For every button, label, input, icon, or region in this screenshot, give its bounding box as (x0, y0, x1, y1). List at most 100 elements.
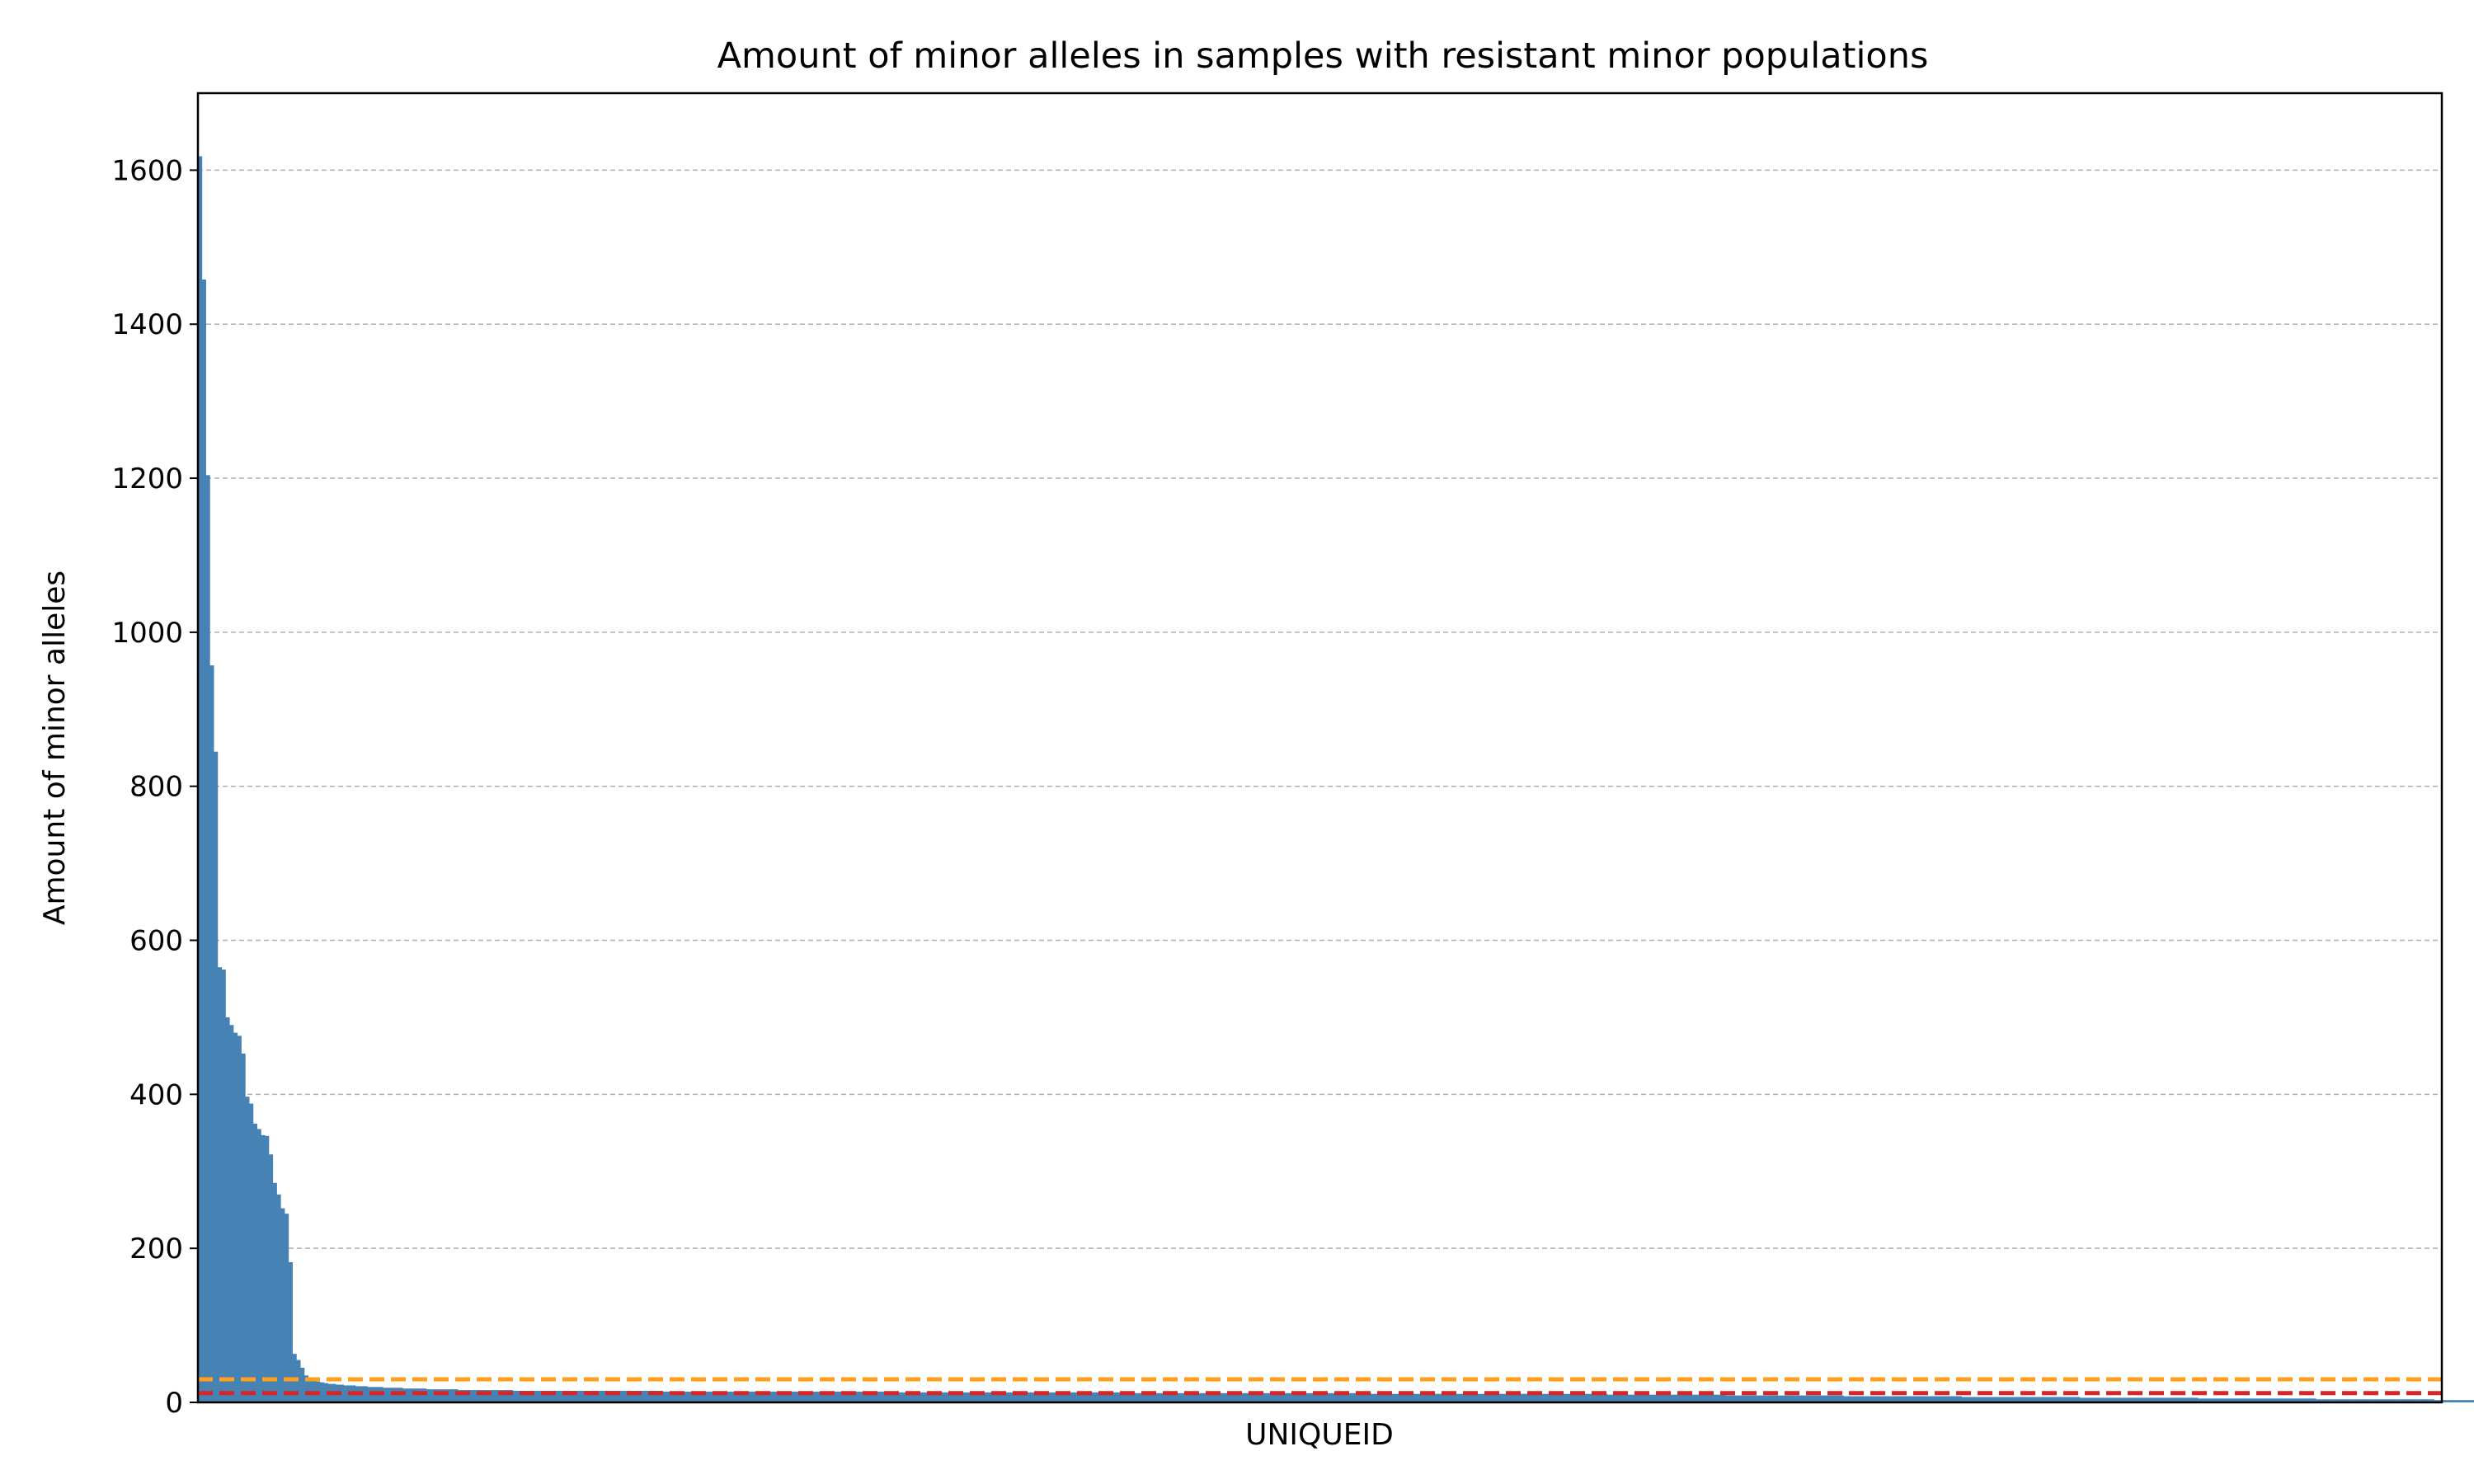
bar (1099, 1392, 1104, 1402)
bar (1418, 1393, 1423, 1402)
bar (1894, 1396, 1899, 1402)
bar (1244, 1392, 1249, 1402)
bar (1221, 1392, 1226, 1402)
bar (1528, 1393, 1533, 1402)
bar (280, 1208, 285, 1402)
bar (926, 1392, 931, 1402)
bar (1564, 1393, 1569, 1402)
y-axis-label: Amount of minor alleles (38, 571, 72, 925)
bar (1823, 1395, 1828, 1402)
bar (1819, 1395, 1824, 1402)
bar (214, 751, 219, 1402)
bar (1178, 1392, 1183, 1402)
bar (249, 1103, 254, 1402)
bar (654, 1390, 659, 1402)
bar (887, 1391, 891, 1402)
bar (1874, 1396, 1879, 1402)
bar (2114, 1397, 2119, 1402)
bar (1768, 1395, 1773, 1402)
bar (1701, 1394, 1706, 1402)
y-tick-label: 1000 (111, 617, 183, 650)
bar (209, 665, 214, 1402)
bar (1268, 1392, 1273, 1402)
bar (1300, 1392, 1305, 1402)
bar (2354, 1399, 2360, 1402)
bar (272, 1182, 277, 1402)
bar (760, 1391, 765, 1402)
bar (2205, 1398, 2210, 1402)
bar (1091, 1392, 1096, 1402)
bar (591, 1390, 596, 1402)
bar (1808, 1395, 1813, 1402)
bar (430, 1389, 435, 1402)
bar (2146, 1397, 2152, 1402)
bar (1591, 1393, 1597, 1402)
bar (1965, 1397, 1970, 1402)
bar (1867, 1396, 1872, 1402)
bar (611, 1390, 616, 1402)
bar (902, 1392, 907, 1402)
bar (898, 1392, 903, 1402)
bar (749, 1391, 754, 1402)
bar (772, 1391, 778, 1402)
bar (906, 1392, 911, 1402)
bar (2154, 1397, 2159, 1402)
bar (2252, 1398, 2258, 1402)
bar (426, 1389, 431, 1402)
bar (1024, 1392, 1029, 1402)
bar (914, 1392, 919, 1402)
bar (2036, 1397, 2041, 1402)
bar (1619, 1394, 1624, 1402)
bar (1186, 1392, 1191, 1402)
bar (788, 1391, 793, 1402)
bar (599, 1390, 604, 1402)
bar (1681, 1394, 1686, 1402)
bar (607, 1390, 612, 1402)
bar (1084, 1392, 1089, 1402)
bar (847, 1391, 852, 1402)
bar (851, 1391, 856, 1402)
bar (827, 1391, 832, 1402)
bar (1044, 1392, 1049, 1402)
bar (1843, 1396, 1848, 1402)
bar (2374, 1399, 2380, 1402)
bar (835, 1391, 840, 1402)
bar (1079, 1392, 1084, 1402)
bar (2249, 1398, 2254, 1402)
bar (1725, 1395, 1730, 1402)
bar (2056, 1397, 2061, 1402)
bar (2229, 1398, 2234, 1402)
bar (2099, 1397, 2104, 1402)
bar (2166, 1397, 2171, 1402)
bar (1162, 1392, 1167, 1402)
bar (2296, 1398, 2301, 1402)
bar (1260, 1392, 1266, 1402)
bar (1009, 1392, 1014, 1402)
bar (1174, 1392, 1179, 1402)
bar (2091, 1397, 2096, 1402)
bar (205, 475, 210, 1403)
bar (603, 1390, 608, 1402)
bar (1272, 1392, 1277, 1402)
bar (2316, 1399, 2321, 1402)
bar (1028, 1392, 1033, 1402)
bar (509, 1390, 514, 1402)
y-tick-label: 800 (129, 771, 183, 804)
bar (1903, 1396, 1907, 1402)
bar (414, 1388, 419, 1402)
bar (532, 1390, 537, 1402)
bar (1548, 1393, 1553, 1402)
bar (2307, 1398, 2312, 1402)
bar (1075, 1392, 1080, 1402)
bar (2067, 1397, 2072, 1402)
bar (1406, 1393, 1411, 1402)
bar (965, 1392, 971, 1402)
bar (595, 1390, 600, 1402)
bar (383, 1388, 388, 1402)
bar (1839, 1395, 1844, 1402)
bar (1954, 1396, 1959, 1402)
bar (702, 1391, 707, 1402)
bar (685, 1391, 691, 1402)
bar (2232, 1398, 2238, 1402)
